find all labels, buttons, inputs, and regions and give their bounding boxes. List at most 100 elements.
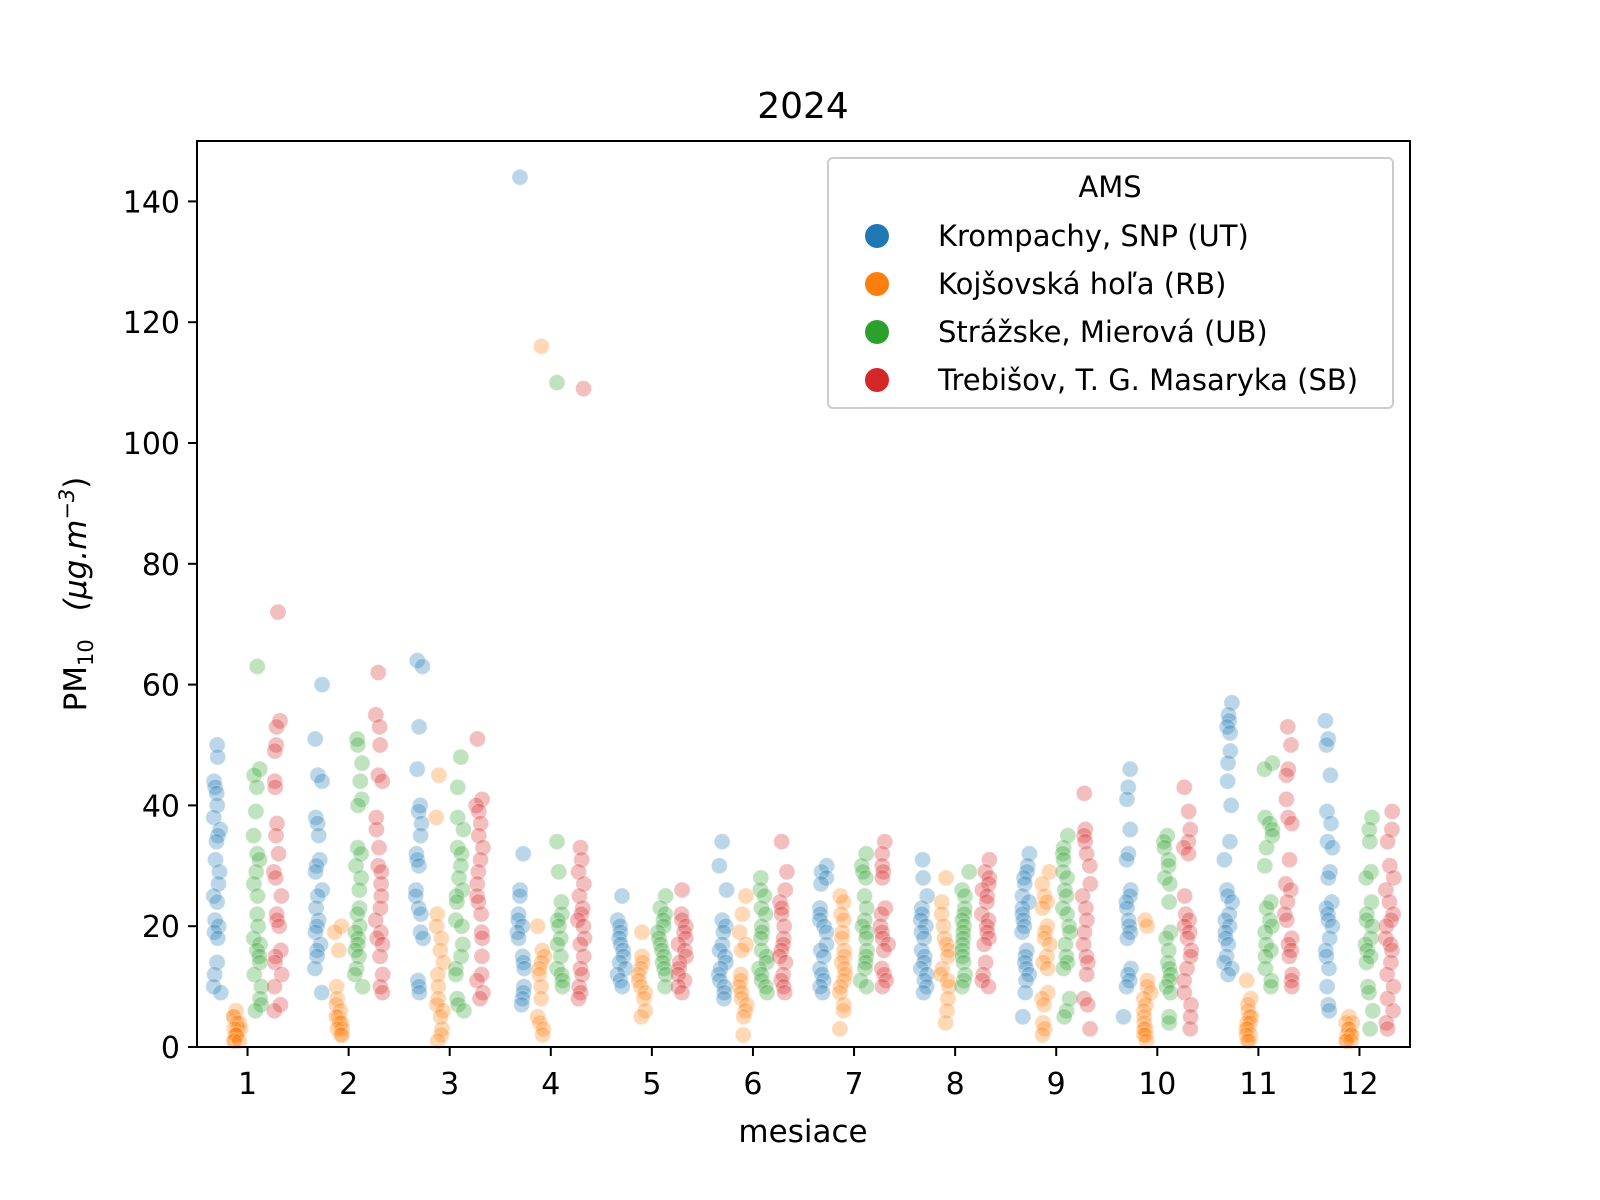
data-point: [535, 947, 553, 965]
data-point: [1055, 851, 1073, 869]
data-point: [272, 941, 290, 959]
data-point: [814, 984, 832, 1002]
data-point: [1081, 857, 1099, 875]
data-point: [326, 923, 344, 941]
data-point: [1358, 911, 1376, 929]
data-point: [371, 736, 389, 754]
data-point: [367, 706, 385, 724]
data-point: [835, 941, 853, 959]
data-point: [1077, 947, 1095, 965]
data-point: [350, 899, 368, 917]
data-point: [978, 917, 996, 935]
data-point: [978, 923, 996, 941]
data-point: [1357, 935, 1375, 953]
data-point: [973, 972, 991, 990]
data-point: [447, 959, 465, 977]
data-point: [1282, 941, 1300, 959]
data-point: [734, 1026, 752, 1044]
data-point: [450, 869, 468, 887]
data-point: [531, 1014, 549, 1032]
data-point: [714, 923, 732, 941]
data-point: [428, 917, 446, 935]
data-point: [367, 911, 385, 929]
data-point: [1176, 887, 1194, 905]
data-point: [976, 863, 994, 881]
data-point: [935, 929, 953, 947]
data-point: [515, 959, 533, 977]
data-point: [1135, 1008, 1153, 1026]
data-point: [1055, 1008, 1073, 1026]
data-point: [1237, 1026, 1255, 1044]
data-point: [1382, 911, 1400, 929]
data-point: [571, 839, 589, 857]
data-point: [349, 736, 367, 754]
data-point: [817, 923, 835, 941]
data-point: [1379, 833, 1397, 851]
x-tick-label: 12: [1340, 1067, 1378, 1102]
data-point: [269, 603, 287, 621]
data-point: [1055, 839, 1073, 857]
data-point: [676, 941, 694, 959]
data-point: [414, 929, 432, 947]
data-point: [750, 959, 768, 977]
data-point: [1137, 996, 1155, 1014]
data-point: [974, 966, 992, 984]
data-point: [413, 657, 431, 675]
data-point: [653, 941, 671, 959]
data-point: [857, 947, 875, 965]
data-point: [328, 978, 346, 996]
data-point: [1121, 923, 1139, 941]
data-point: [1075, 935, 1093, 953]
data-point: [673, 911, 691, 929]
data-point: [956, 887, 974, 905]
data-point: [1179, 845, 1197, 863]
data-point: [552, 947, 570, 965]
legend-label: Trebišov, T. G. Masaryka (SB): [937, 363, 1358, 397]
data-point: [270, 845, 288, 863]
data-point: [1364, 1002, 1382, 1020]
data-point: [248, 657, 266, 675]
data-point: [369, 857, 387, 875]
data-point: [1362, 863, 1380, 881]
data-point: [1135, 1002, 1153, 1020]
data-point: [1054, 863, 1072, 881]
data-point: [1160, 941, 1178, 959]
data-point: [914, 869, 932, 887]
data-point: [347, 857, 365, 875]
data-point: [636, 984, 654, 1002]
data-point: [713, 935, 731, 953]
data-point: [1320, 1002, 1338, 1020]
data-point: [548, 833, 566, 851]
data-point: [873, 869, 891, 887]
data-point: [574, 899, 592, 917]
data-point: [569, 911, 587, 929]
data-point: [468, 887, 486, 905]
data-point: [353, 790, 371, 808]
data-point: [1181, 923, 1199, 941]
data-point: [1362, 893, 1380, 911]
data-point: [1138, 978, 1156, 996]
data-point: [1019, 857, 1037, 875]
data-point: [980, 851, 998, 869]
data-point: [916, 947, 934, 965]
data-point: [372, 923, 390, 941]
data-point: [430, 766, 448, 784]
legend-box: [827, 157, 1394, 409]
data-point: [331, 1002, 349, 1020]
data-point: [1215, 851, 1233, 869]
data-point: [329, 1008, 347, 1026]
data-point: [1277, 790, 1295, 808]
data-point: [873, 959, 891, 977]
data-point: [1136, 911, 1154, 929]
data-point: [447, 966, 465, 984]
chart-title: 2024: [757, 86, 849, 127]
data-point: [332, 1026, 350, 1044]
data-point: [573, 851, 591, 869]
data-point: [206, 911, 224, 929]
data-point: [513, 996, 531, 1014]
data-point: [308, 917, 326, 935]
data-point: [570, 978, 588, 996]
data-point: [313, 772, 331, 790]
data-point: [875, 941, 893, 959]
data-point: [310, 911, 328, 929]
